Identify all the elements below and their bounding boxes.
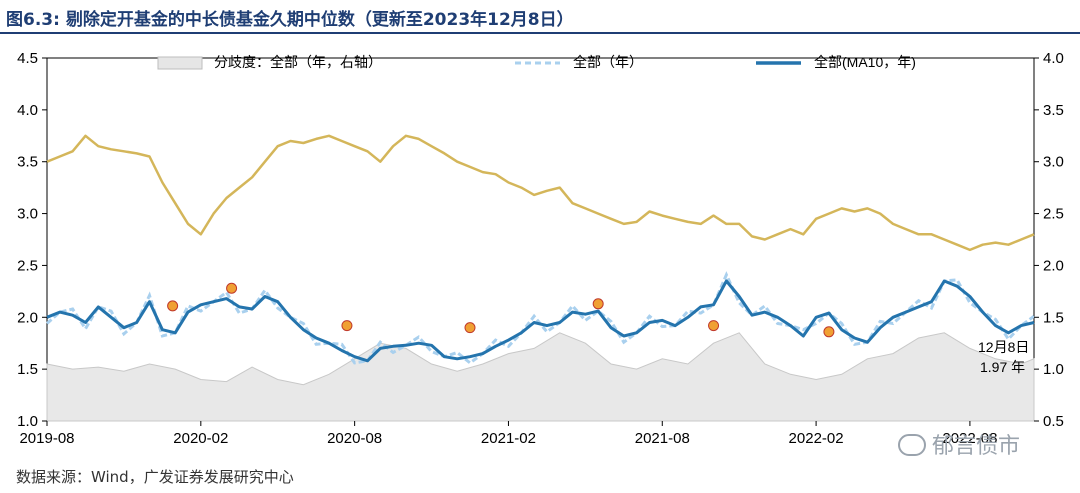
y-right-tick-label: 2.0 [1043,257,1064,274]
y-right-tick-label: 0.5 [1043,413,1064,430]
annotation-value: 1.97 年 [980,359,1025,375]
y-right-tick-label: 1.5 [1043,309,1064,326]
x-tick-label: 2019-08 [19,430,74,447]
title-bar: 图6.3: 剔除定开基金的中长债基金久期中位数（更新至2023年12月8日） [0,0,1080,34]
y-left-tick-label: 4.0 [17,102,38,119]
y-left-tick-label: 2.0 [17,309,38,326]
highlight-marker [592,298,604,310]
highlight-marker [167,300,179,312]
y-left-tick-label: 1.0 [17,413,38,430]
chart-title: 图6.3: 剔除定开基金的中长债基金久期中位数（更新至2023年12月8日） [6,10,574,30]
source-note: 数据来源：Wind，广发证券发展研究中心 [16,468,294,486]
legend-label-all: 全部（年） [573,54,643,70]
y-left-tick-label: 1.5 [17,361,38,378]
highlight-marker [823,326,835,338]
wechat-icon [898,434,926,456]
legend-label-divergence: 分歧度：全部（年，右轴） [214,54,382,70]
y-left-tick-label: 3.0 [17,206,38,223]
highlight-marker [708,320,720,332]
y-left-tick-label: 4.5 [17,50,38,67]
x-tick-label: 2022-08 [942,430,997,447]
y-right-tick-label: 4.0 [1043,50,1064,67]
series-gold-line [46,134,1035,252]
annotation-date: 12月8日 [978,339,1029,355]
y-right-tick-label: 1.0 [1043,361,1064,378]
watermark-text: 郁言债市 [932,434,1021,459]
highlight-marker [226,282,238,294]
legend-swatch-divergence [157,56,203,70]
series-divergence-area [46,332,1035,422]
series-ma10-line [46,279,1035,363]
y-right-tick-label: 3.5 [1043,102,1064,119]
x-tick-label: 2022-02 [789,430,844,447]
y-right-tick-label: 2.5 [1043,206,1064,223]
y-left-tick-label: 2.5 [17,257,38,274]
x-tick-label: 2020-02 [173,430,228,447]
watermark: 郁言债市 [898,428,1020,460]
legend-label-ma10: 全部(MA10，年) [814,54,916,70]
highlight-marker [341,320,353,332]
highlight-marker [464,322,476,334]
y-left-tick-label: 3.5 [17,154,38,171]
x-tick-label: 2021-08 [635,430,690,447]
y-right-tick-label: 3.0 [1043,154,1064,171]
x-tick-label: 2021-02 [481,430,536,447]
x-tick-label: 2020-08 [327,430,382,447]
